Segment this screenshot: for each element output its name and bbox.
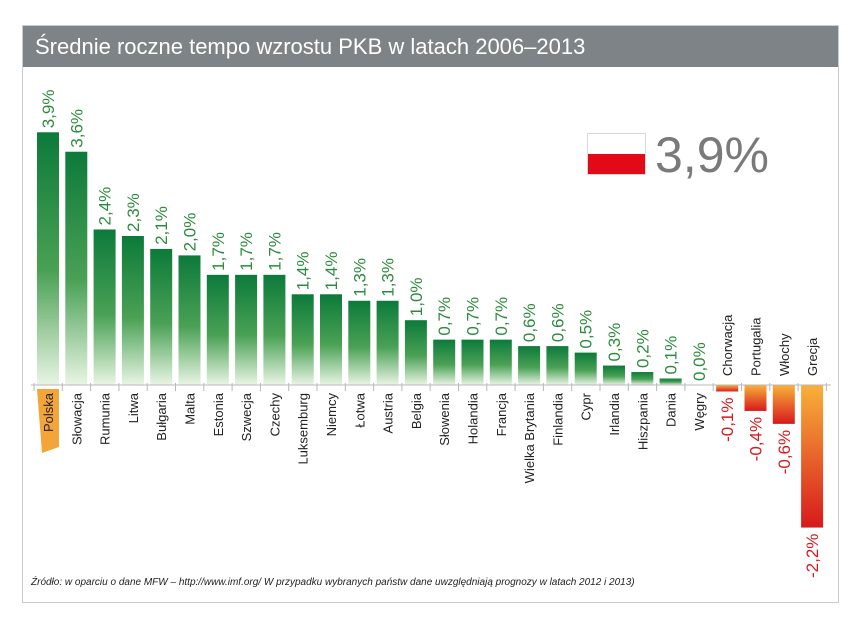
bar-value-label: 3,9% — [39, 90, 58, 129]
bar — [772, 385, 795, 424]
category-label: Holandia — [466, 392, 481, 444]
bar-value-label: 1,4% — [294, 252, 313, 291]
chart-frame: Średnie roczne tempo wzrostu PKB w latac… — [22, 25, 839, 603]
bar — [574, 352, 597, 385]
bar — [291, 294, 314, 385]
category-label: Węgry — [692, 393, 707, 431]
highlight-tag — [37, 389, 59, 453]
bar — [716, 385, 739, 392]
poland-flag-icon — [587, 133, 646, 175]
bar — [320, 294, 342, 385]
bar — [206, 274, 229, 385]
bar — [121, 235, 144, 385]
bar — [489, 339, 512, 385]
category-label: Polska — [41, 392, 56, 432]
category-label: Słowenia — [437, 392, 452, 446]
category-label: Litwa — [126, 392, 141, 423]
bar-value-label: 0,7% — [464, 297, 483, 336]
category-label: Finlandia — [550, 392, 565, 446]
chart-plot: 3,9% Polska 3,6% Słowacja 2,4% Rumunia 2,3% Lit… — [31, 90, 831, 578]
category-label: Czechy — [267, 393, 282, 437]
bar — [659, 378, 682, 385]
bar-value-label: 0,0% — [690, 342, 709, 381]
bar — [65, 151, 88, 385]
bar-value-label: 2,1% — [152, 206, 171, 245]
category-label: Francja — [494, 392, 509, 436]
bar — [603, 365, 625, 385]
bar-value-label: 0,5% — [577, 310, 596, 349]
bar — [744, 385, 767, 411]
bar-value-label: 2,4% — [96, 187, 115, 226]
bar-value-label: 1,4% — [322, 252, 341, 291]
category-label: Hiszpania — [635, 392, 650, 450]
category-label: Luksemburg — [296, 393, 311, 465]
category-label: Szwecja — [239, 392, 254, 441]
bar — [546, 346, 569, 385]
bar — [150, 248, 173, 385]
chart-title: Średnie roczne tempo wzrostu PKB w latac… — [35, 34, 586, 59]
bar-value-label: 0,1% — [662, 336, 681, 375]
category-label: Grecja — [805, 337, 820, 376]
category-label: Belgia — [409, 392, 424, 429]
bar-value-label: 1,3% — [350, 258, 369, 297]
bar-value-label: 1,3% — [379, 258, 398, 297]
bar — [235, 274, 258, 385]
bar-value-label: 2,0% — [181, 213, 200, 252]
category-label: Dania — [664, 392, 679, 427]
category-label: Wielka Brytania — [522, 392, 537, 483]
flag-red-stripe — [588, 154, 645, 174]
bar — [801, 385, 824, 528]
bar-value-label: -0,1% — [718, 397, 737, 441]
title-bar: Średnie roczne tempo wzrostu PKB w latac… — [23, 26, 838, 67]
bar-value-label: 3,6% — [67, 109, 86, 148]
category-label: Chorwacja — [720, 314, 735, 376]
bar-value-label: 0,2% — [633, 329, 652, 368]
bar-value-label: 1,7% — [265, 232, 284, 271]
bar-value-label: 0,6% — [548, 303, 567, 342]
bar — [93, 229, 116, 385]
bar — [518, 346, 541, 385]
bar — [631, 372, 654, 385]
bar-value-label: -0,6% — [775, 430, 794, 474]
category-label: Portugalia — [749, 317, 764, 376]
bar-value-label: 2,3% — [124, 193, 143, 232]
bar-value-label: 1,0% — [407, 277, 426, 316]
bar — [376, 300, 399, 385]
bar — [348, 300, 371, 385]
bar-value-label: 1,7% — [237, 232, 256, 271]
category-label: Łotwa — [352, 392, 367, 427]
bar — [433, 339, 456, 385]
bar — [404, 320, 427, 385]
bar — [178, 255, 201, 385]
bar-value-label: 0,6% — [520, 303, 539, 342]
category-label: Irlandia — [607, 392, 622, 435]
category-label: Niemcy — [324, 393, 339, 437]
category-label: Cypr — [579, 392, 594, 420]
bar-value-label: 1,7% — [209, 232, 228, 271]
source-note: Źródło: w oparciu o dane MFW – http://ww… — [31, 577, 635, 588]
bar-value-label: 0,3% — [605, 323, 624, 362]
bar-value-label: 0,7% — [492, 297, 511, 336]
category-label: Słowacja — [69, 392, 84, 445]
bar-value-label: -2,2% — [803, 534, 822, 578]
category-label: Estonia — [211, 392, 226, 436]
bar-value-label: -0,4% — [747, 417, 766, 461]
category-label: Włochy — [777, 333, 792, 376]
category-label: Rumunia — [98, 392, 113, 445]
bar — [37, 132, 59, 385]
flag-white-stripe — [588, 134, 645, 154]
highlight-value: 3,9% — [655, 127, 769, 183]
category-label: Bułgaria — [154, 392, 169, 440]
bar — [461, 339, 484, 385]
bar — [263, 274, 286, 385]
bar-value-label: 0,7% — [435, 297, 454, 336]
category-label: Malta — [183, 392, 198, 425]
category-label: Austria — [381, 392, 396, 433]
